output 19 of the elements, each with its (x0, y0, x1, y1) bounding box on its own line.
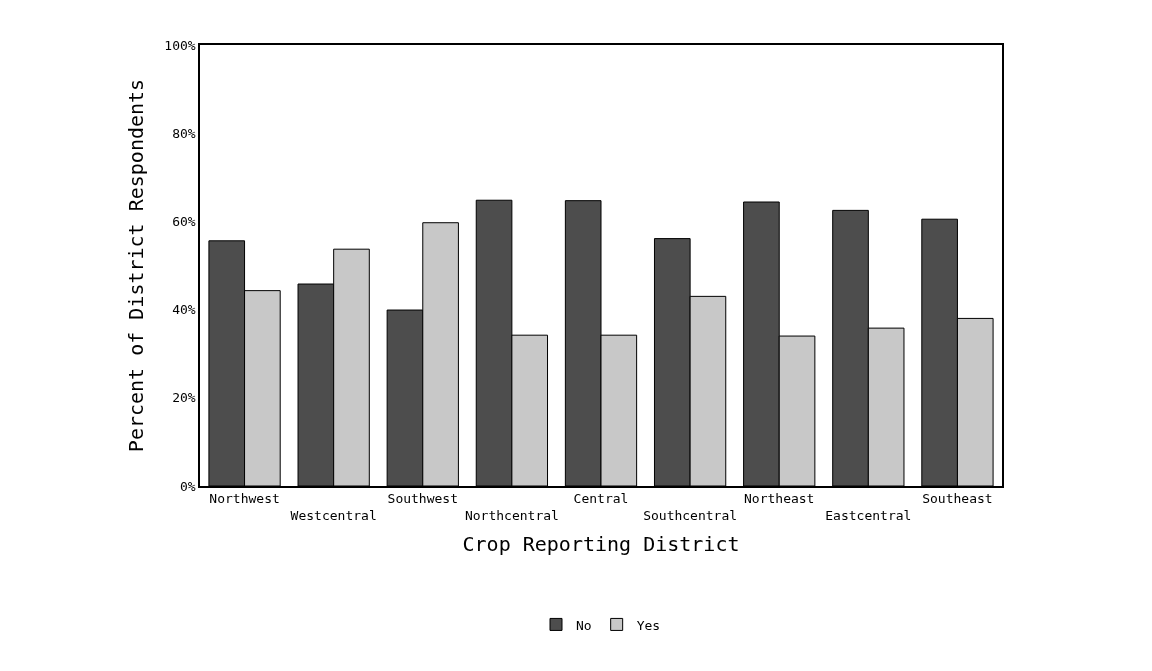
x-tick-label: Westcentral (290, 508, 377, 524)
x-tick-label: Southeast (922, 491, 993, 507)
x-tick-label: Northwest (209, 491, 280, 507)
legend-label: No (576, 617, 592, 633)
legend-label: Yes (636, 617, 661, 633)
x-tick-label: Northeast (743, 491, 815, 507)
y-tick-label: 20% (172, 390, 196, 406)
x-axis-title: Crop Reporting District (462, 532, 740, 557)
x-tick-label: Northcentral (464, 508, 559, 524)
x-tick-label: Southcentral (643, 508, 738, 524)
y-tick-label: 60% (172, 213, 196, 229)
y-tick-label: 0% (179, 478, 196, 494)
x-tick-label: Southwest (387, 491, 459, 507)
y-tick-label: 80% (172, 125, 196, 141)
y-tick-label: 100% (164, 37, 196, 53)
x-tick-label: Eastcentral (825, 508, 912, 524)
y-axis-title: Percent of District Respondents (124, 78, 149, 453)
y-tick-label: 40% (172, 302, 196, 318)
x-tick-label: Central (573, 491, 629, 507)
